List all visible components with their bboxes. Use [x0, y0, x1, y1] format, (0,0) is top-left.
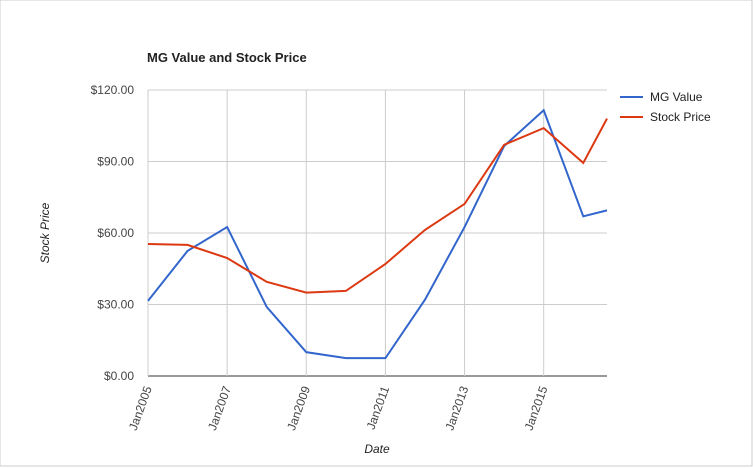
y-tick-label: $60.00 [97, 226, 134, 240]
y-axis-label: Stock Price [38, 202, 52, 263]
legend-label: Stock Price [650, 110, 711, 124]
y-tick-label: $120.00 [91, 83, 135, 97]
series-line [147, 108, 608, 360]
legend-label: MG Value [650, 90, 703, 104]
x-axis-label: Date [364, 442, 390, 456]
y-tick-label: $90.00 [97, 155, 134, 169]
y-tick-label: $30.00 [97, 298, 134, 312]
chart-title: MG Value and Stock Price [147, 50, 307, 65]
y-tick-label: $0.00 [104, 369, 134, 383]
series-line [147, 118, 608, 294]
